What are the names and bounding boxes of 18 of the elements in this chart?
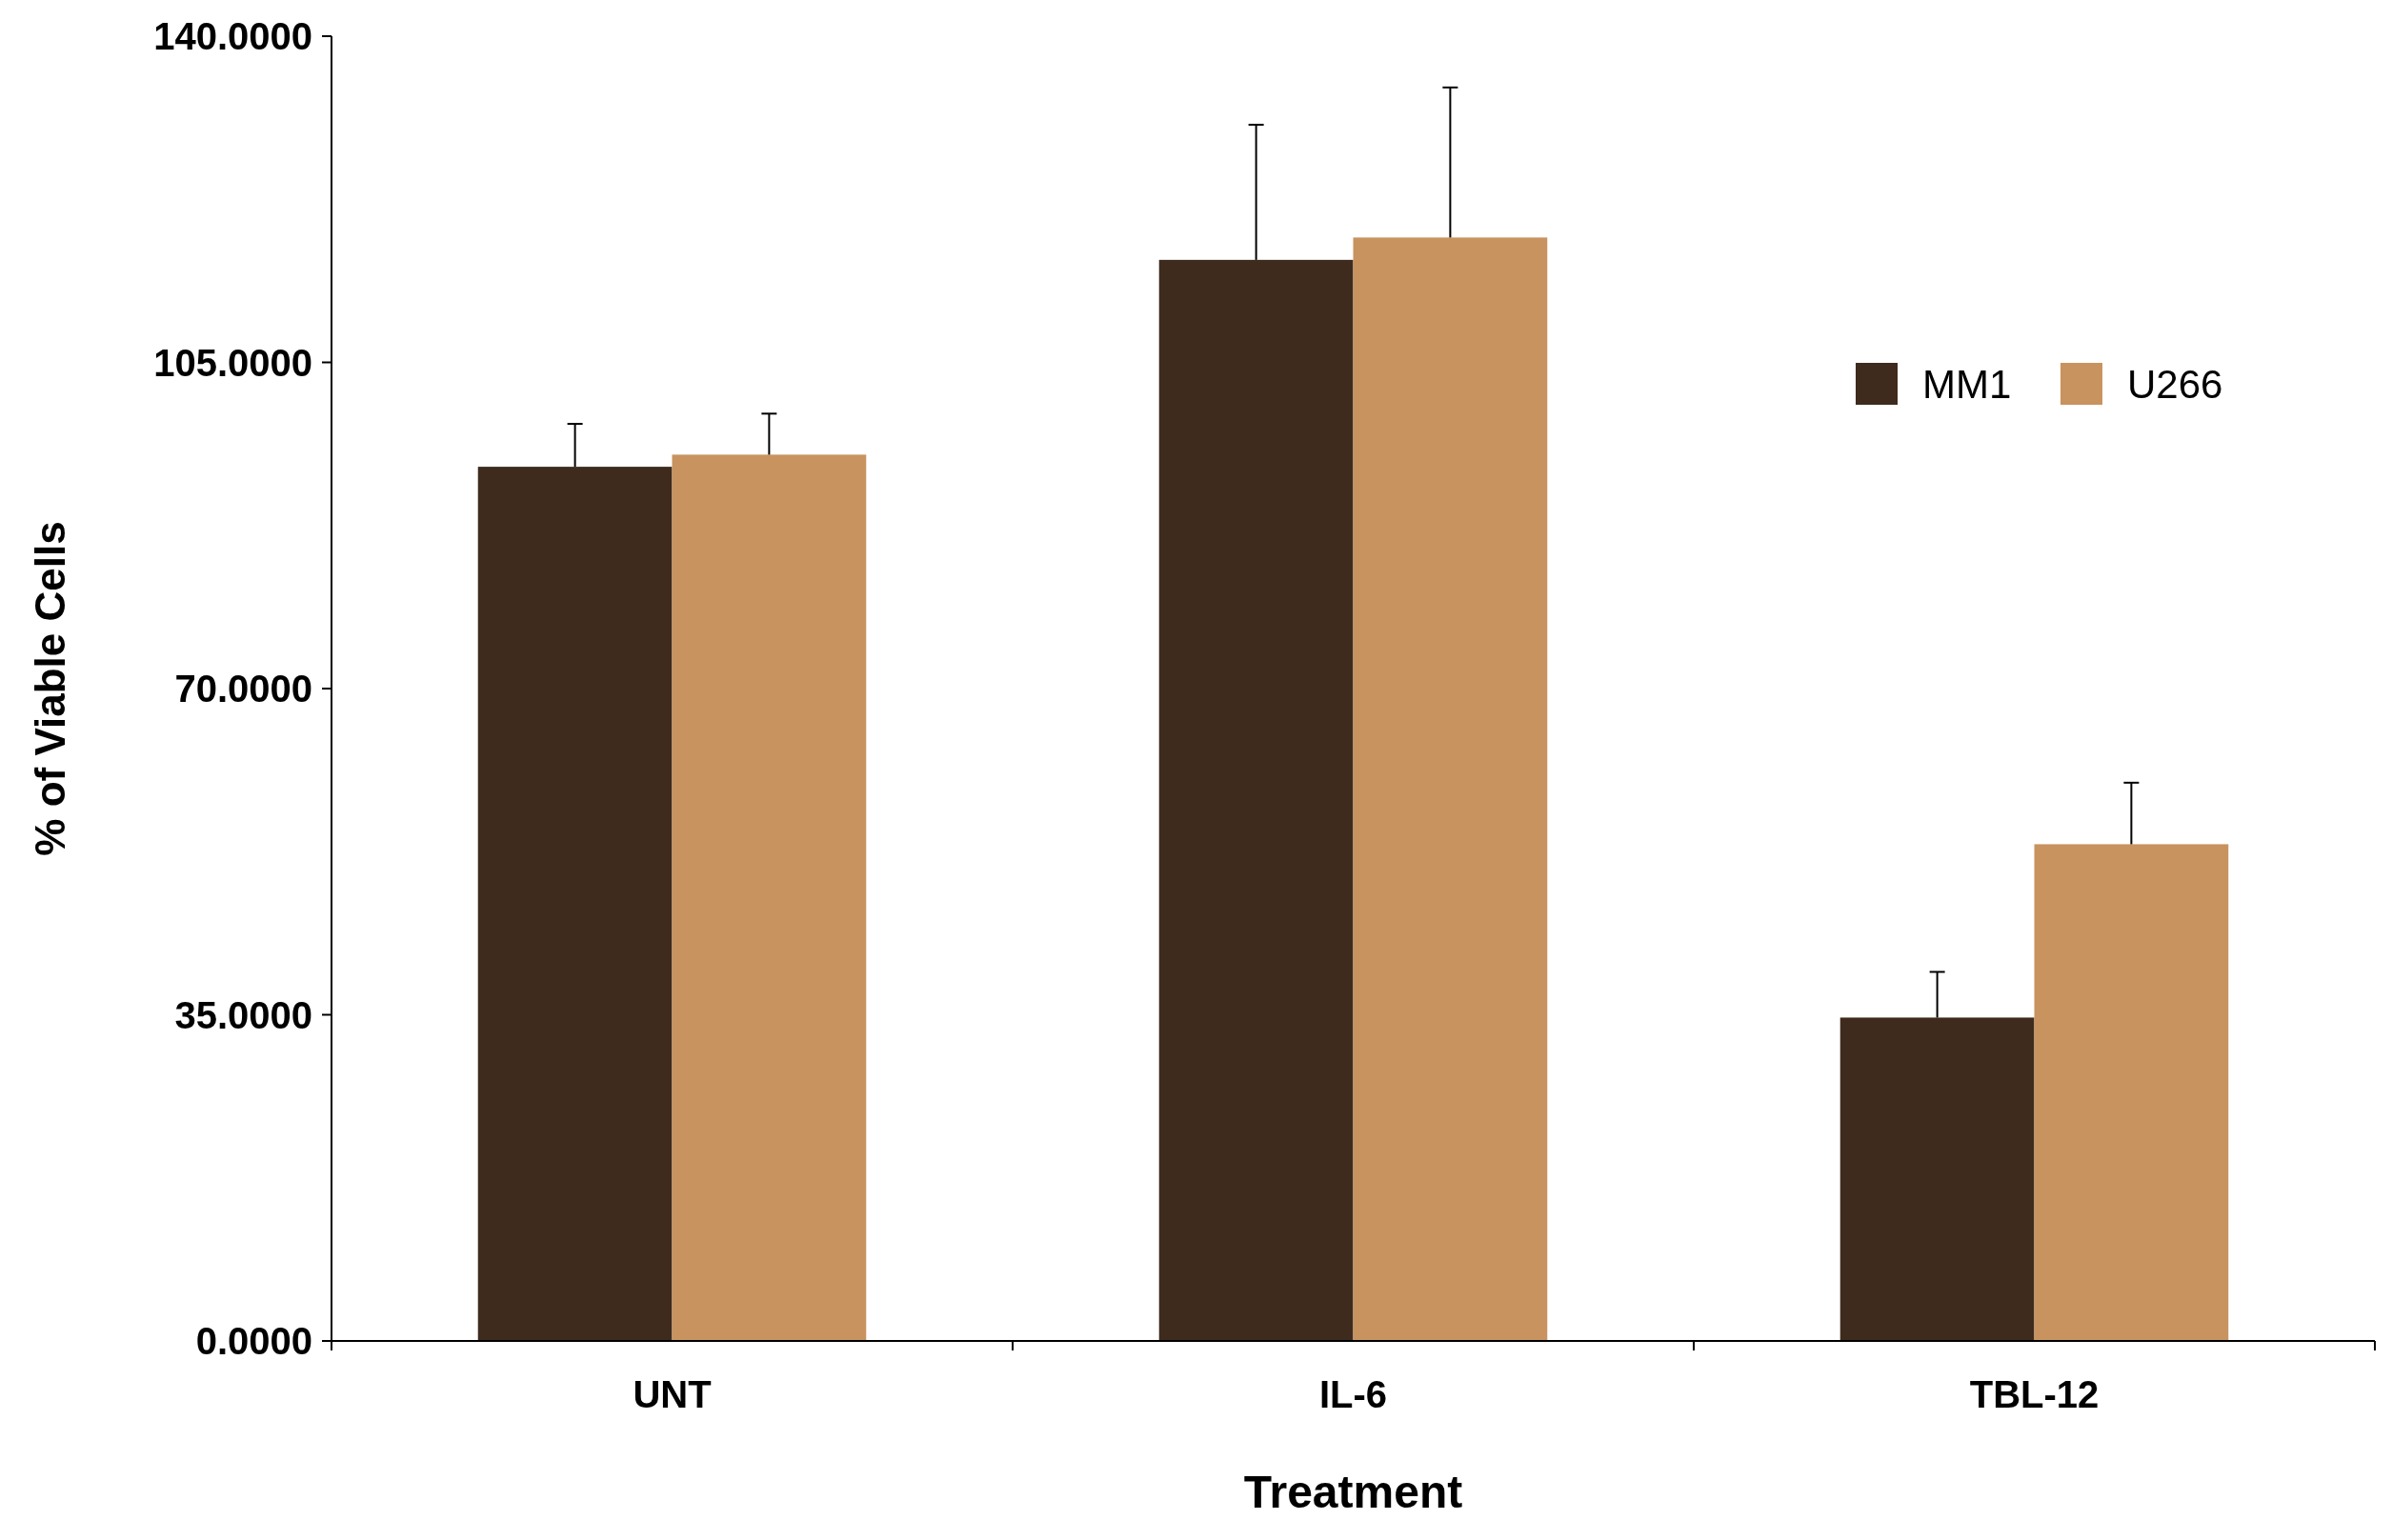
bar — [672, 454, 867, 1341]
legend-label: U266 — [2127, 361, 2223, 407]
bar — [2034, 844, 2229, 1341]
bar — [1158, 259, 1354, 1341]
bar — [477, 467, 673, 1341]
y-tick-label: 35.0000 — [174, 993, 312, 1036]
y-tick-label: 0.0000 — [195, 1320, 312, 1362]
x-axis-title: Treatment — [1243, 1467, 1463, 1517]
x-tick-label: UNT — [633, 1373, 712, 1415]
x-tick-label: TBL-12 — [1969, 1373, 2100, 1415]
x-tick-label: IL-6 — [1318, 1373, 1388, 1415]
y-tick-label: 70.0000 — [174, 668, 312, 710]
legend-label: MM1 — [1922, 361, 2012, 407]
y-tick-label: 105.0000 — [153, 341, 312, 384]
y-axis-title: % of Viable Cells — [27, 521, 73, 856]
bar — [1839, 1017, 2035, 1341]
bar — [1353, 237, 1548, 1341]
y-tick-label: 140.0000 — [153, 15, 312, 57]
